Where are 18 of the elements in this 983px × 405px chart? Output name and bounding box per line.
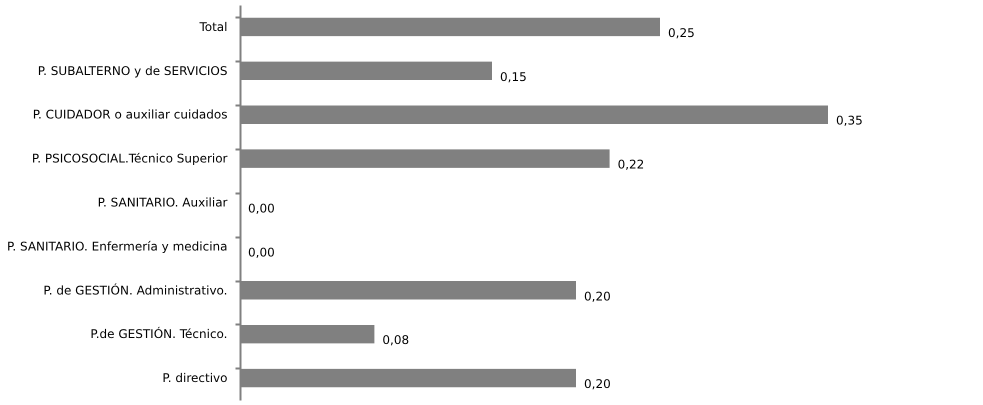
data-label: 0,00 xyxy=(248,245,275,260)
data-label: 0,20 xyxy=(584,289,611,304)
data-label: 0,15 xyxy=(500,70,527,84)
data-label: 0,35 xyxy=(836,114,863,128)
y-tick-label: P. de GESTIÓN. Administrativo. xyxy=(43,282,228,298)
data-label: 0,20 xyxy=(584,377,611,392)
y-tick-label: P. SANITARIO. Enfermería y medicina xyxy=(7,239,228,254)
data-label: 0,22 xyxy=(618,158,644,172)
y-tick-label: P. directivo xyxy=(162,371,228,386)
y-tick-label: P. SANITARIO. Auxiliar xyxy=(98,196,228,210)
data-label: 0,25 xyxy=(668,26,695,40)
y-tick-label: Total xyxy=(198,20,228,34)
y-tick-label: P. SUBALTERNO y de SERVICIOS xyxy=(38,64,228,78)
y-tick-label: P. PSICOSOCIAL.Técnico Superior xyxy=(32,152,228,166)
data-label: 0,08 xyxy=(382,333,410,348)
y-tick-label: P. CUIDADOR o auxiliar cuidados xyxy=(32,108,228,122)
y-tick-label: P.de GESTIÓN. Técnico. xyxy=(90,326,228,342)
data-label: 0,00 xyxy=(248,202,275,216)
